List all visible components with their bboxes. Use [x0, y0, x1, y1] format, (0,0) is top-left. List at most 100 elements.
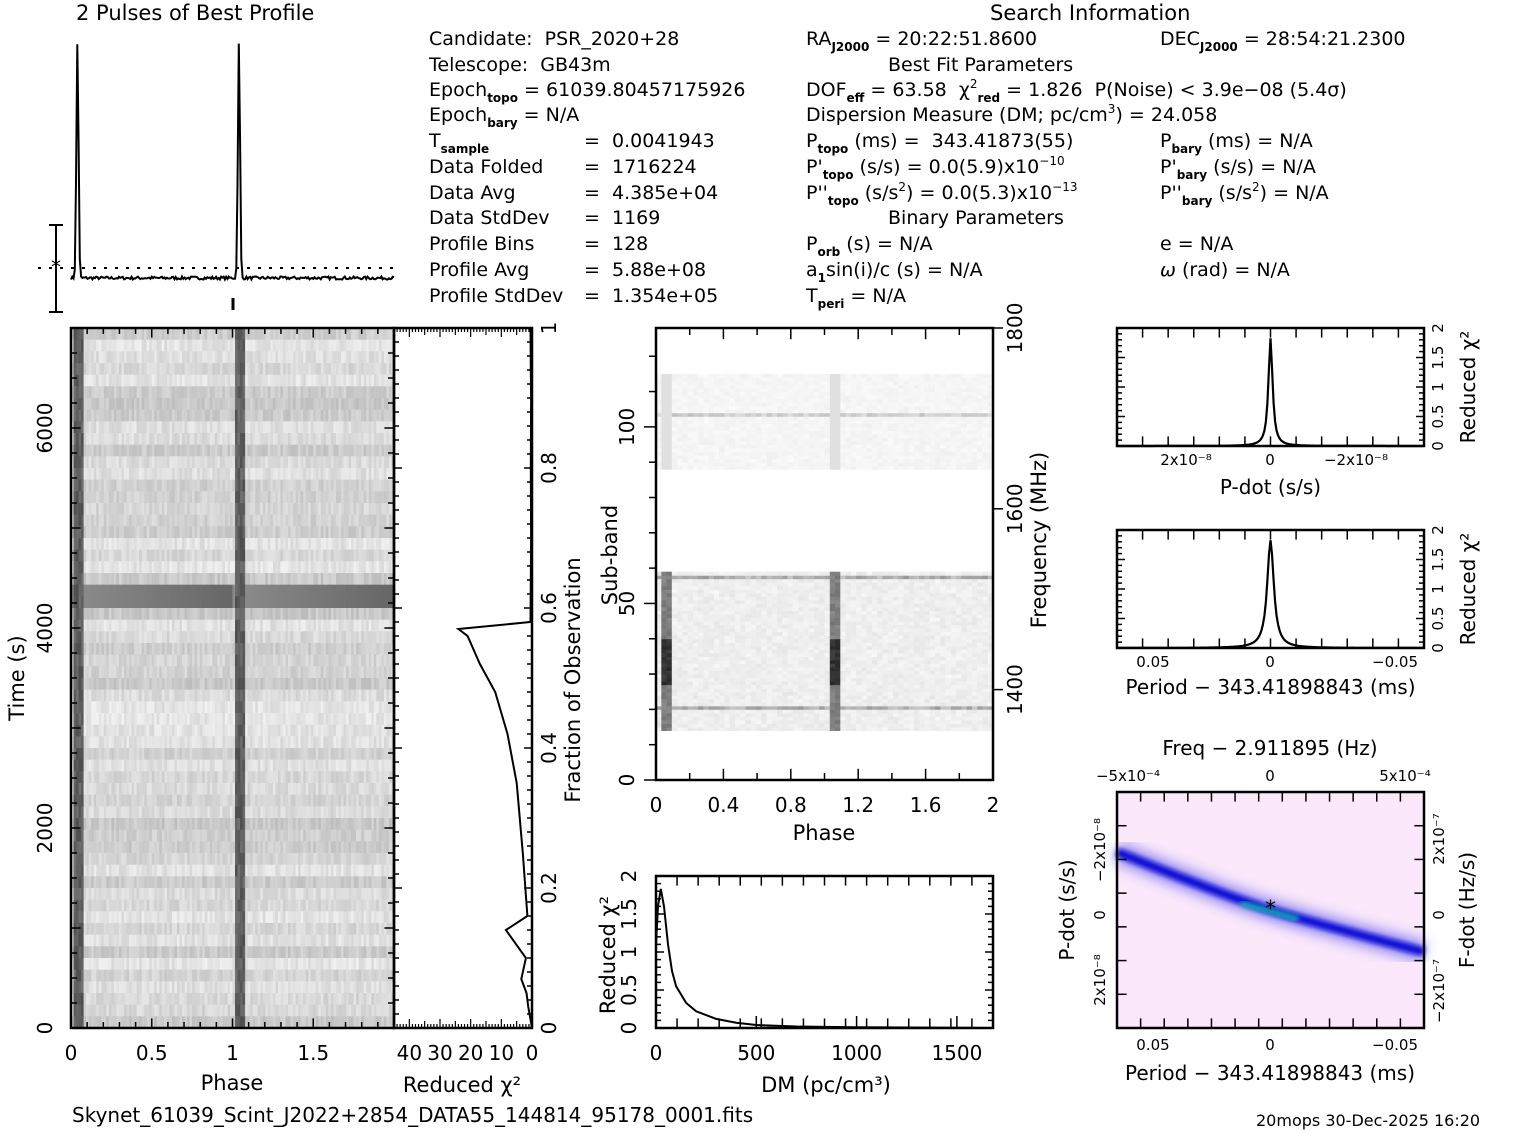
heatmap-cell	[217, 596, 221, 609]
heatmap-cell	[207, 398, 211, 411]
heatmap-cell	[118, 748, 122, 761]
heatmap-cell	[81, 631, 85, 644]
heatmap-cell	[169, 713, 173, 726]
heatmap-cell	[381, 596, 385, 609]
heatmap-cell	[378, 363, 382, 376]
heatmap-cell	[146, 351, 150, 364]
heatmap-cell	[333, 654, 337, 667]
heatmap-cell	[169, 514, 173, 527]
heatmap-cell	[93, 701, 97, 714]
heatmap-cell	[209, 724, 213, 737]
heatmap-cell	[333, 514, 337, 527]
heatmap-cell	[293, 433, 297, 446]
heatmap-cell	[139, 549, 143, 562]
heatmap-cell	[136, 468, 140, 481]
heatmap-cell	[260, 444, 264, 457]
heatmap-cell	[272, 351, 276, 364]
heatmap-cell	[325, 608, 329, 621]
heatmap-cell	[343, 561, 347, 574]
heatmap-cell	[255, 433, 259, 446]
heatmap-cell	[288, 701, 292, 714]
heatmap-cell	[255, 538, 259, 551]
heatmap-cell	[325, 759, 329, 772]
heatmap-cell	[313, 689, 317, 702]
heatmap-cell	[86, 748, 90, 761]
heatmap-cell	[235, 608, 239, 621]
heatmap-cell	[343, 724, 347, 737]
heatmap-cell	[217, 433, 221, 446]
heatmap-cell	[139, 328, 143, 341]
heatmap-cell	[194, 561, 198, 574]
heatmap-cell	[73, 514, 77, 527]
heatmap-cell	[106, 374, 110, 387]
heatmap-cell	[389, 759, 393, 772]
heatmap-cell	[245, 689, 249, 702]
heatmap-cell	[121, 444, 125, 457]
heatmap-cell	[78, 643, 82, 656]
heatmap-cell	[320, 713, 324, 726]
heatmap-cell	[156, 491, 160, 504]
heatmap-cell	[270, 771, 274, 784]
heatmap-cell	[187, 631, 191, 644]
heatmap-cell	[179, 328, 183, 341]
heatmap-cell	[361, 479, 365, 492]
heatmap-cell	[381, 689, 385, 702]
heatmap-cell	[366, 339, 370, 352]
heatmap-cell	[139, 619, 143, 632]
heatmap-cell	[298, 666, 302, 679]
heatmap-cell	[252, 759, 256, 772]
heatmap-cell	[209, 549, 213, 562]
heatmap-cell	[303, 386, 307, 399]
heatmap-cell	[214, 608, 218, 621]
heatmap-cell	[227, 666, 231, 679]
heatmap-cell	[240, 363, 244, 376]
heatmap-cell	[272, 608, 276, 621]
heatmap-cell	[156, 748, 160, 761]
heatmap-cell	[351, 444, 355, 457]
heatmap-cell	[116, 573, 120, 586]
heatmap-cell	[363, 514, 367, 527]
heatmap-cell	[280, 409, 284, 422]
heatmap-cell	[366, 631, 370, 644]
heatmap-cell	[315, 713, 319, 726]
heatmap-cell	[154, 538, 158, 551]
heatmap-cell	[293, 421, 297, 434]
heatmap-cell	[182, 759, 186, 772]
heatmap-cell	[373, 374, 377, 387]
heatmap-cell	[361, 713, 365, 726]
heatmap-cell	[313, 643, 317, 656]
heatmap-cell	[194, 689, 198, 702]
heatmap-cell	[227, 363, 231, 376]
heatmap-cell	[91, 386, 95, 399]
heatmap-cell	[298, 538, 302, 551]
heatmap-cell	[171, 538, 175, 551]
heatmap-cell	[338, 503, 342, 516]
heatmap-cell	[101, 561, 105, 574]
heatmap-cell	[179, 619, 183, 632]
heatmap-cell	[71, 468, 75, 481]
heatmap-cell	[371, 596, 375, 609]
heatmap-cell	[86, 468, 90, 481]
heatmap-cell	[219, 339, 223, 352]
heatmap-cell	[235, 538, 239, 551]
heatmap-cell	[303, 468, 307, 481]
heatmap-cell	[358, 479, 362, 492]
heatmap-cell	[179, 339, 183, 352]
heatmap-cell	[328, 666, 332, 679]
heatmap-cell	[192, 608, 196, 621]
heatmap-cell	[275, 374, 279, 387]
heatmap-cell	[151, 643, 155, 656]
heatmap-cell	[227, 549, 231, 562]
heatmap-cell	[305, 351, 309, 364]
heatmap-cell	[366, 643, 370, 656]
heatmap-cell	[237, 339, 241, 352]
heatmap-cell	[73, 631, 77, 644]
heatmap-cell	[159, 608, 163, 621]
heatmap-cell	[78, 363, 82, 376]
heatmap-cell	[93, 468, 97, 481]
heatmap-cell	[333, 456, 337, 469]
heatmap-cell	[305, 643, 309, 656]
heatmap-cell	[199, 398, 203, 411]
heatmap-cell	[298, 678, 302, 691]
heatmap-cell	[214, 421, 218, 434]
